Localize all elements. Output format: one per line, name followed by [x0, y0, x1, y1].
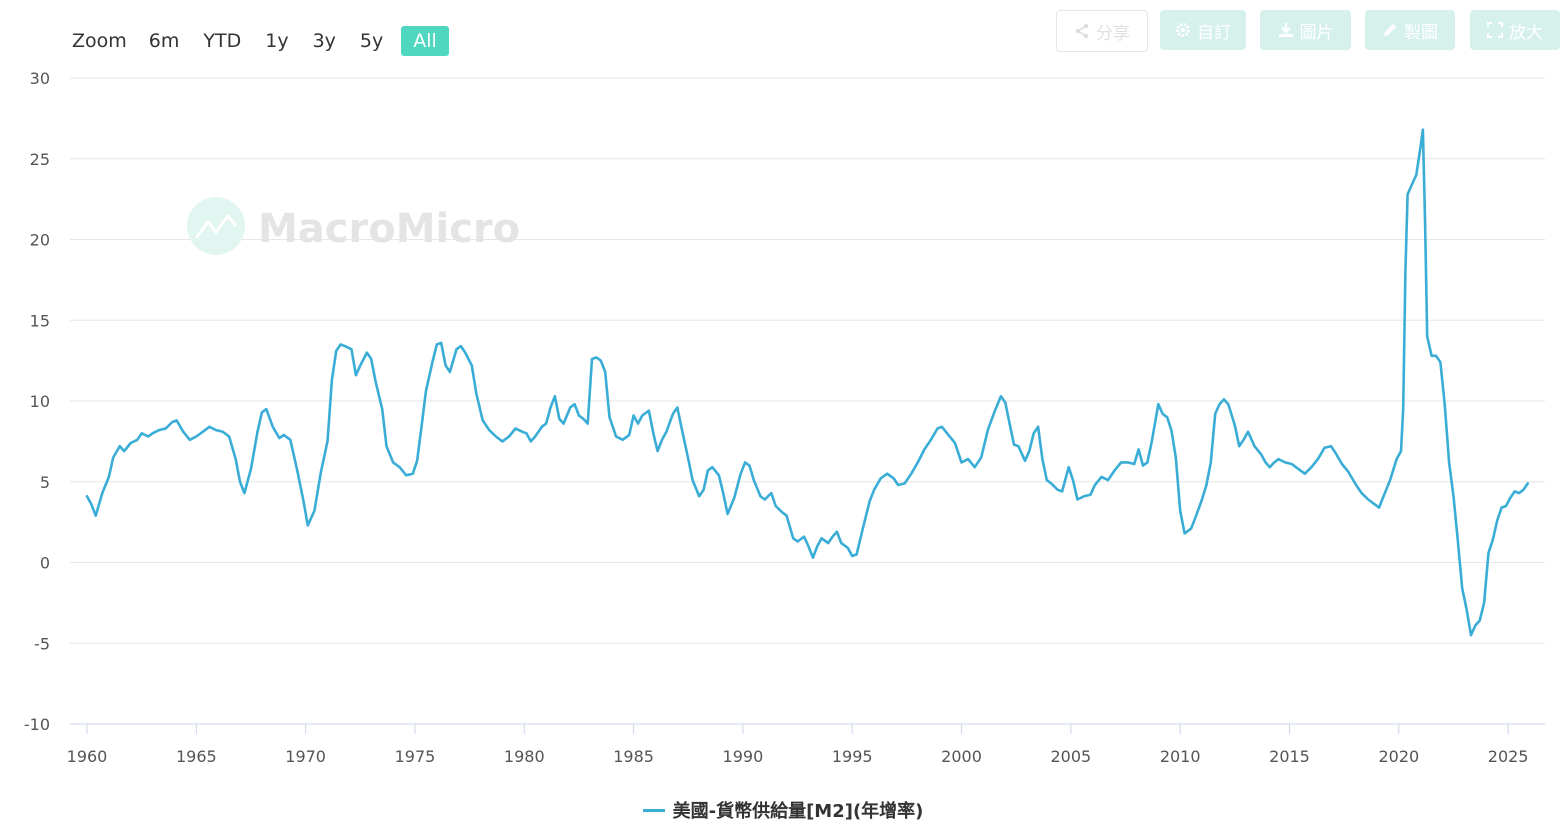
share-button[interactable]: 分享 — [1056, 10, 1148, 52]
x-tick-label: 1960 — [67, 747, 108, 766]
y-axis: -10 -5 0 5 10 15 20 25 30 — [24, 69, 50, 734]
watermark-text: MacroMicro — [258, 206, 520, 252]
x-tick-label: 1985 — [613, 747, 654, 766]
zoom-all-button[interactable]: All — [401, 26, 449, 56]
y-tick-label: 25 — [30, 150, 50, 169]
series-line[interactable] — [85, 128, 1530, 637]
x-tick-label: 1965 — [176, 747, 217, 766]
watermark: MacroMicro — [187, 197, 520, 255]
fullscreen-button[interactable]: 放大 — [1470, 10, 1560, 50]
watermark-logo-icon — [187, 197, 245, 255]
share-label: 分享 — [1096, 23, 1130, 44]
legend[interactable]: 美國-貨幣供給量[M2](年增率) — [0, 797, 1566, 823]
y-tick-label: 0 — [40, 554, 50, 573]
x-tick-label: 1980 — [504, 747, 545, 766]
x-tick-label: 2005 — [1051, 747, 1092, 766]
share-icon — [1074, 23, 1090, 39]
fullscreen-label: 放大 — [1509, 22, 1543, 43]
series-group — [85, 128, 1530, 637]
zoom-1y-button[interactable]: 1y — [265, 30, 289, 52]
y-tick-label: 5 — [40, 473, 50, 492]
download-icon — [1278, 22, 1294, 38]
y-tick-label: 20 — [30, 231, 50, 250]
zoom-3y-button[interactable]: 3y — [312, 30, 336, 52]
legend-swatch — [642, 808, 665, 812]
x-axis: 1960 1965 1970 1975 1980 1985 1990 1995 2000 2005… — [67, 723, 1545, 766]
zoom-bar: Zoom 6m YTD 1y 3y 5y All — [62, 24, 455, 58]
zoom-label: Zoom — [72, 30, 127, 52]
x-tick-label: 2010 — [1160, 747, 1201, 766]
x-tick-label: 2025 — [1488, 747, 1529, 766]
gear-icon — [1175, 22, 1191, 38]
grid-lines — [70, 77, 1545, 725]
draw-label: 製圖 — [1404, 22, 1438, 43]
custom-label: 自訂 — [1197, 22, 1231, 43]
image-button[interactable]: 圖片 — [1260, 10, 1351, 50]
expand-icon — [1487, 22, 1503, 38]
y-tick-label: 15 — [30, 311, 50, 330]
y-tick-label: -10 — [24, 715, 50, 734]
x-tick-label: 1990 — [723, 747, 764, 766]
x-tick-label: 2000 — [941, 747, 982, 766]
x-tick-label: 2020 — [1378, 747, 1419, 766]
zoom-6m-button[interactable]: 6m — [148, 30, 180, 52]
y-tick-label: 30 — [30, 69, 50, 88]
zoom-ytd-button[interactable]: YTD — [203, 30, 242, 52]
image-label: 圖片 — [1299, 22, 1334, 43]
x-tick-label: 1995 — [832, 747, 873, 766]
x-tick-label: 2015 — [1269, 747, 1310, 766]
x-tick-label: 1975 — [395, 747, 436, 766]
zoom-5y-button[interactable]: 5y — [359, 30, 384, 52]
legend-label: 美國-貨幣供給量[M2](年增率) — [672, 801, 924, 822]
custom-button[interactable]: 自訂 — [1160, 10, 1246, 50]
pencil-icon — [1382, 22, 1398, 38]
x-tick-label: 1970 — [285, 747, 326, 766]
y-tick-label: 10 — [30, 392, 50, 411]
y-tick-label: -5 — [34, 634, 50, 653]
draw-button[interactable]: 製圖 — [1365, 10, 1455, 50]
